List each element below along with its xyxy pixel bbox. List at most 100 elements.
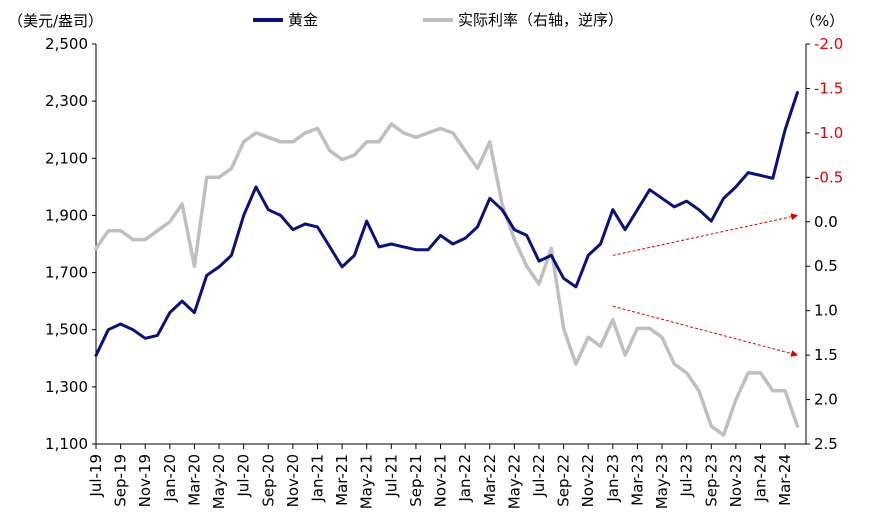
data-point-real-rate [181,203,183,205]
x-axis-ticks: Jul-19 Sep-19 Nov-19 Jan-20 Mar-20 May-20 Jul-… [87,444,794,509]
data-point-gold [796,91,799,94]
data-point-gold [390,243,393,245]
x-tick-label: Nov-21 [432,454,450,507]
data-point-gold [710,220,713,222]
data-point-gold [661,197,663,200]
data-point-real-rate [525,265,528,268]
data-point-real-rate [329,149,331,152]
data-point-real-rate [698,389,700,392]
left-tick-label: 1,900 [45,206,88,224]
data-point-real-rate [648,327,651,330]
data-point-gold [747,171,749,174]
data-point-gold [698,208,700,211]
data-point-real-rate [636,327,639,330]
data-point-real-rate [193,265,196,268]
data-point-real-rate [673,363,676,365]
x-tick-label: Mar-21 [333,454,351,506]
x-tick-label: Jul-21 [382,454,400,498]
legend-label-real-rate: 实际利率（右轴，逆序） [458,11,623,29]
data-point-real-rate [316,127,319,130]
x-tick-label: Nov-22 [579,454,597,507]
left-tick-label: 1,500 [45,321,88,339]
x-tick-label: Jan-22 [456,454,474,503]
data-point-gold [230,254,233,257]
data-point-real-rate [107,229,110,232]
data-point-gold [722,197,725,200]
data-point-gold [156,334,159,337]
data-point-real-rate [341,158,343,161]
data-point-gold [575,286,577,288]
right-axis-unit: （%） [800,12,844,30]
right-tick-label: 0.5 [814,257,838,275]
data-point-gold [599,243,602,245]
x-tick-label: Sep-20 [259,454,277,507]
data-point-real-rate [575,363,577,365]
data-point-gold [292,228,294,231]
left-tick-label: 1,300 [45,378,88,396]
data-point-real-rate [464,149,467,152]
right-tick-label: 1.5 [814,346,838,364]
data-point-real-rate [759,372,762,374]
data-point-gold [402,246,405,248]
data-point-real-rate [538,283,540,285]
data-point-real-rate [169,221,171,223]
right-tick-label: -2.0 [814,35,843,53]
x-tick-label: Nov-23 [727,454,745,507]
data-point-real-rate [415,136,417,139]
data-point-gold [169,311,171,314]
data-point-gold [784,128,786,131]
right-tick-label: -0.5 [814,168,843,186]
data-point-gold [267,208,270,211]
data-point-gold [501,208,503,211]
series-line-real-rate [94,122,800,437]
data-point-real-rate [735,398,737,401]
data-point-gold [550,254,553,257]
left-axis-unit: （美元/盎司） [8,12,103,30]
left-tick-label: 2,300 [45,92,88,110]
x-tick-label: May-20 [210,454,228,509]
data-point-real-rate [144,238,146,241]
x-tick-label: Mar-20 [185,454,203,506]
x-tick-label: Jan-24 [751,454,769,503]
x-tick-label: Mar-23 [628,454,646,506]
data-point-gold [476,226,479,228]
data-point-real-rate [378,141,380,143]
data-point-real-rate [390,123,393,125]
data-point-real-rate [772,389,774,392]
data-point-real-rate [255,132,257,134]
data-point-gold [242,214,245,217]
x-tick-label: Jul-23 [678,454,696,498]
data-point-gold [132,328,134,331]
data-point-real-rate [365,141,368,143]
x-tick-label: Jul-20 [235,454,253,498]
data-point-real-rate [402,132,405,134]
x-tick-label: Sep-19 [112,454,130,507]
data-point-gold [95,354,97,357]
right-tick-label: -1.5 [814,79,843,97]
data-point-real-rate [513,238,516,241]
data-point-real-rate [624,354,626,356]
data-point-real-rate [685,372,688,374]
x-tick-label: Nov-20 [284,454,302,507]
data-point-real-rate [119,229,122,232]
x-tick-label: May-22 [505,454,523,509]
data-point-real-rate [562,327,565,330]
data-point-real-rate [501,203,503,205]
x-tick-label: Sep-21 [407,454,425,507]
data-point-gold [636,208,639,211]
data-point-gold [353,254,356,257]
trend-arrow-1 [612,213,799,256]
right-axis-ticks: -2.0 -1.5 -1.0 -0.5 0.0 0.5 1.0 1.5 2.0 2.5 [806,35,843,453]
data-point-real-rate [710,425,713,428]
data-point-gold [341,266,343,268]
data-point-gold [193,311,196,314]
data-point-gold [685,200,688,202]
right-tick-label: 2.0 [814,391,838,409]
data-point-real-rate [722,434,725,436]
data-point-real-rate [95,247,97,250]
x-tick-label: Mar-22 [481,454,499,506]
data-point-real-rate [489,141,491,143]
data-point-gold [365,220,368,222]
data-point-real-rate [587,336,589,339]
